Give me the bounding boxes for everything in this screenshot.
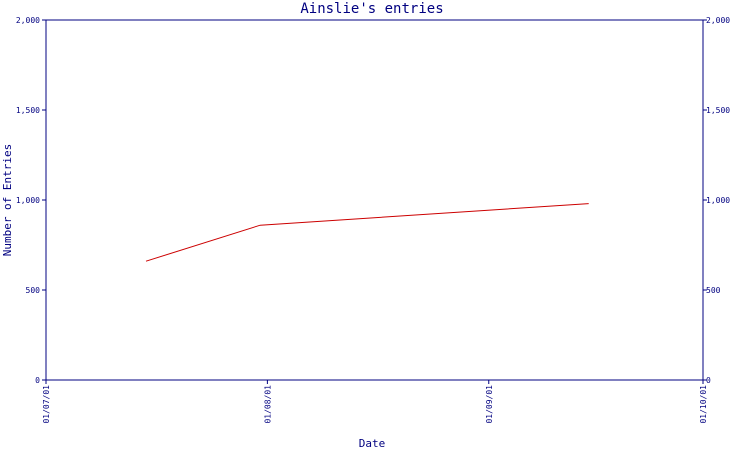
y-tick-label-left: 1,500 bbox=[16, 106, 40, 115]
chart-title: Ainslie's entries bbox=[300, 1, 443, 17]
y-axis-label: Number of Entries bbox=[1, 144, 14, 257]
y-tick-label-left: 2,000 bbox=[16, 16, 40, 25]
x-tick-label: 01/09/01 bbox=[485, 385, 494, 424]
y-tick-label-right: 1,000 bbox=[706, 196, 730, 205]
y-tick-label-left: 1,000 bbox=[16, 196, 40, 205]
y-tick-label-right: 0 bbox=[706, 376, 711, 385]
x-tick-label: 01/07/01 bbox=[42, 385, 51, 424]
x-axis-label: Date bbox=[359, 437, 386, 450]
entries-series-line bbox=[145, 203, 589, 262]
y-tick-label-right: 2,000 bbox=[706, 16, 730, 25]
y-axis-left: 0 500 1,000 1,500 2,000 bbox=[16, 16, 46, 385]
y-tick-label-left: 500 bbox=[26, 286, 41, 295]
y-axis-right: 0 500 1,000 1,500 2,000 bbox=[703, 16, 730, 385]
plot-frame bbox=[45, 19, 704, 381]
y-tick-label-right: 1,500 bbox=[706, 106, 730, 115]
y-tick-label-left: 0 bbox=[35, 376, 40, 385]
x-axis: 01/07/01 01/08/01 01/09/01 01/10/01 bbox=[42, 380, 708, 424]
y-tick-label-right: 500 bbox=[706, 286, 721, 295]
series-group bbox=[145, 203, 589, 262]
x-tick-label: 01/10/01 bbox=[699, 385, 708, 424]
x-tick-label: 01/08/01 bbox=[263, 385, 272, 424]
